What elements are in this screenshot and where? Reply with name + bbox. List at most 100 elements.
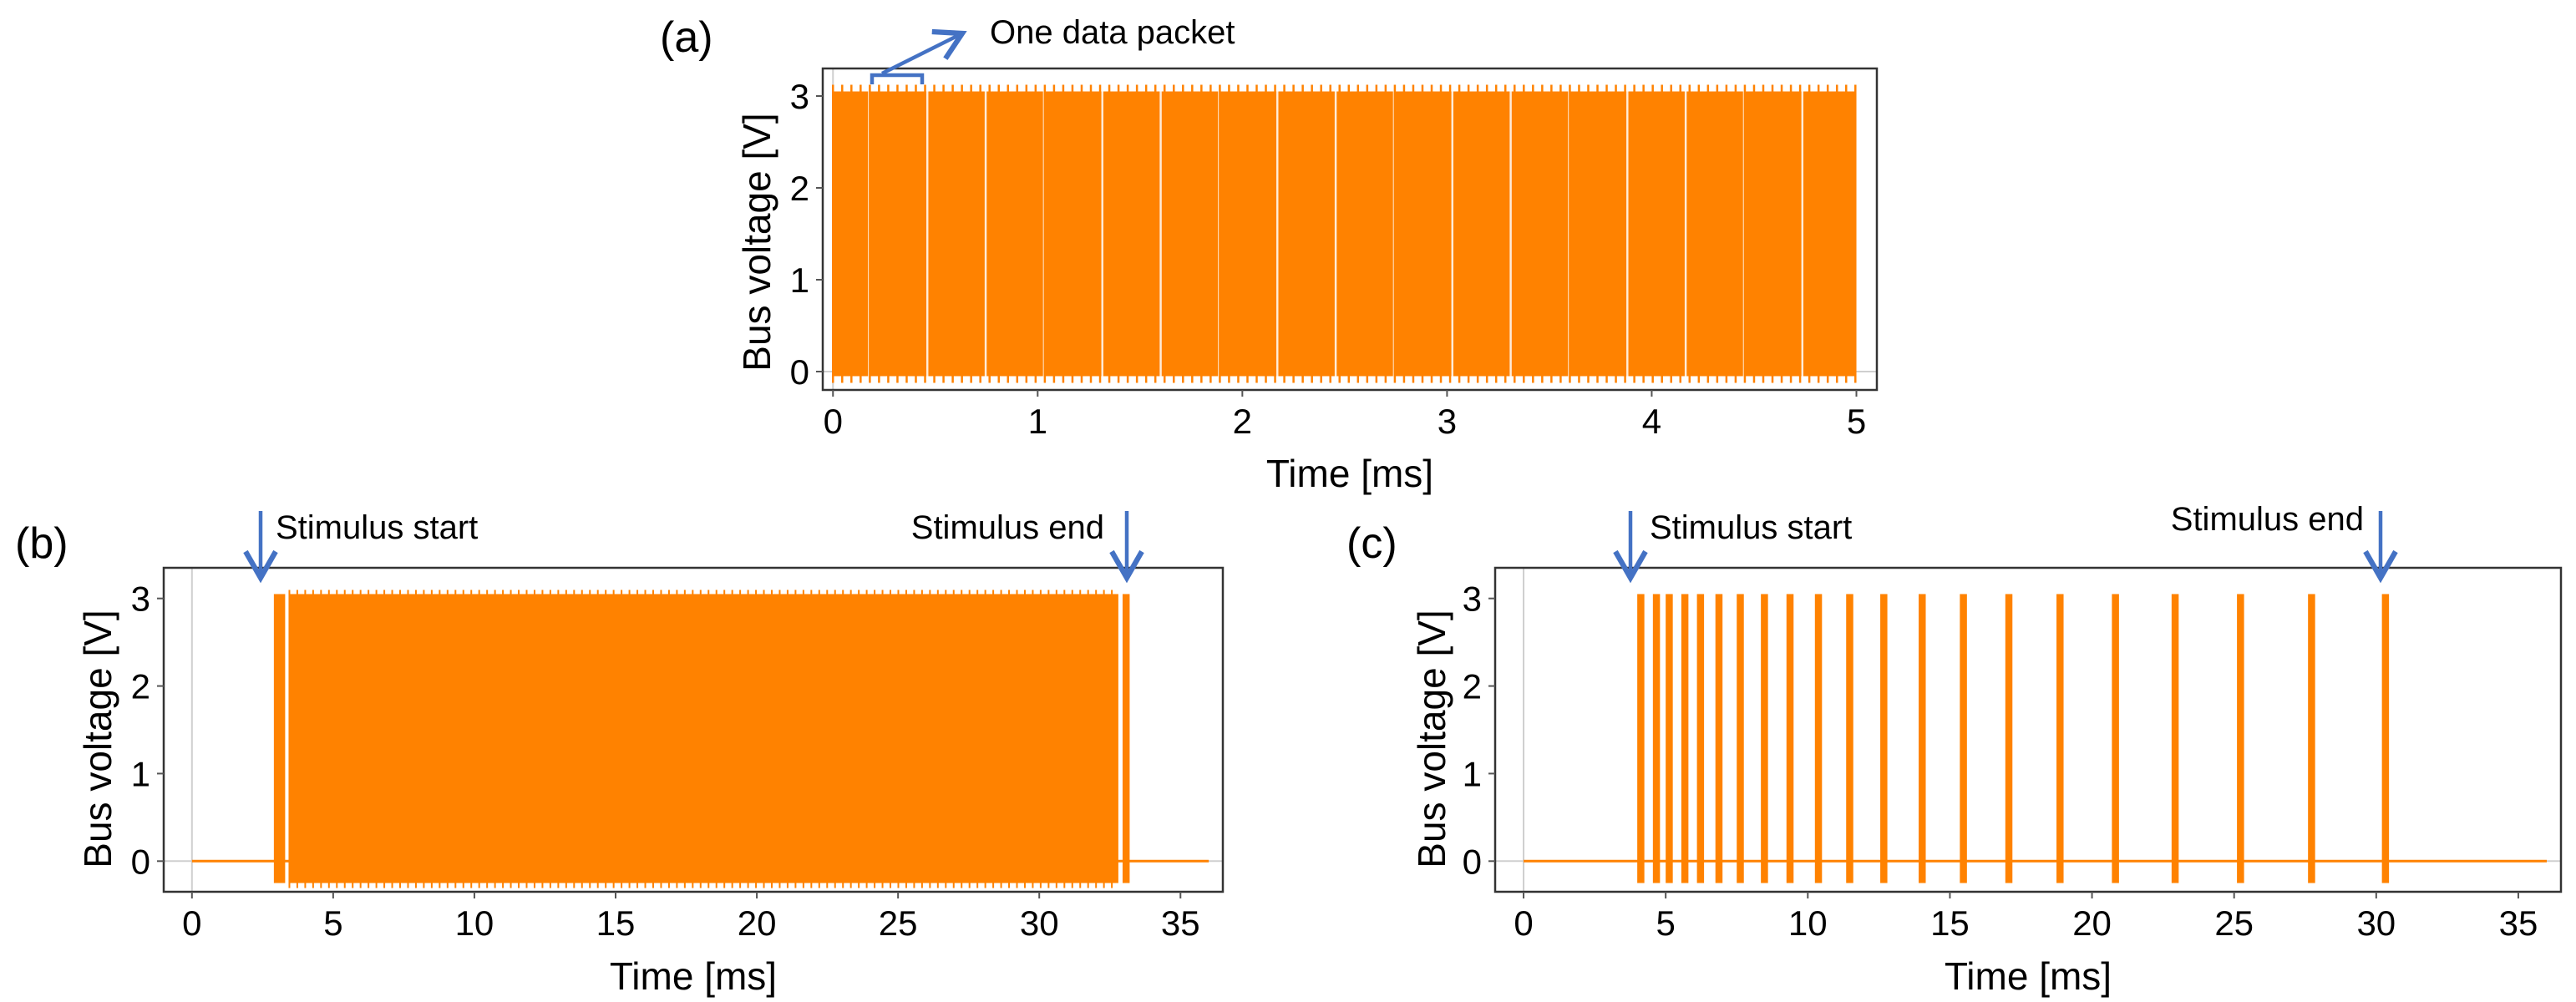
panel-a-label: (a) <box>660 13 713 62</box>
panel-a-packet-gap <box>984 90 987 377</box>
panel-a-y-axis-title: Bus voltage [V] <box>735 113 778 371</box>
panel-c-x-tick-label: 25 <box>2214 903 2254 943</box>
data-packet-bracket <box>870 73 925 84</box>
panel-c-burst <box>1637 594 1645 883</box>
stimulus-end-label-c: Stimulus end <box>2171 501 2364 538</box>
panel-c-burst <box>2237 594 2244 883</box>
panel-b-x-tick-label: 35 <box>1161 903 1200 943</box>
panel-a-x-axis: 0 1 2 3 4 5 <box>824 390 1866 441</box>
panel-c-burst <box>1918 594 1926 883</box>
panel-b-x-tick-label: 15 <box>596 903 636 943</box>
panel-c-burst <box>1652 594 1661 883</box>
panel-b-annotations: Stimulus start Stimulus end <box>243 509 1144 584</box>
data-packet-arrow <box>880 28 967 76</box>
panel-a-plot-area <box>821 67 1879 392</box>
panel-a-packet-gap <box>1509 90 1512 377</box>
panel-c-y-axis: 0 1 2 3 <box>1463 579 1495 881</box>
panel-c-burst <box>1696 594 1705 883</box>
panel-b-y-axis: 0 1 2 3 <box>131 579 164 881</box>
panel-b: (b) 0 5 10 15 20 25 30 35 0 1 2 3 Time [ms] Bus vo… <box>15 509 1225 998</box>
panel-c-x-tick-label: 20 <box>2072 903 2112 943</box>
panel-c-burst <box>1761 594 1768 883</box>
panel-a-packet-gap <box>1334 90 1337 377</box>
panel-c: (c) 0 5 10 15 20 25 30 35 0 1 2 3 Time [ms] Bus vo… <box>1346 501 2563 998</box>
panel-c-burst <box>1681 594 1689 883</box>
panel-c-burst <box>1715 594 1723 883</box>
panel-b-x-tick-label: 20 <box>738 903 777 943</box>
panel-c-x-axis: 0 5 10 15 20 25 30 35 <box>1514 892 2538 943</box>
panel-b-y-tick-label: 1 <box>131 754 150 793</box>
panel-a-y-tick-label: 0 <box>790 352 809 392</box>
panel-b-plot-area <box>162 566 1225 893</box>
panel-c-x-tick-label: 15 <box>1930 903 1970 943</box>
panel-b-x-tick-label: 5 <box>323 903 342 943</box>
panel-a-packet-gap <box>925 90 929 377</box>
panel-b-y-tick-label: 3 <box>131 579 150 619</box>
panel-c-x-tick-label: 35 <box>2499 903 2538 943</box>
panel-c-burst <box>2112 594 2119 883</box>
panel-a-x-tick-label: 1 <box>1028 402 1047 441</box>
panel-a-x-tick-label: 2 <box>1233 402 1252 441</box>
panel-a-packet-gap <box>1451 90 1453 377</box>
panel-c-burst <box>1737 594 1744 883</box>
panel-a-signal <box>823 68 1877 390</box>
panel-c-burst <box>1846 594 1853 883</box>
panel-a-packet-gap <box>1684 90 1687 377</box>
panel-c-y-tick-label: 2 <box>1463 667 1482 706</box>
panel-a-x-tick-label: 5 <box>1847 402 1866 441</box>
panel-c-plot-area <box>1493 566 2563 893</box>
panel-a-annotations: One data packet <box>870 14 1235 84</box>
panel-a-x-tick-label: 4 <box>1642 402 1661 441</box>
panel-b-x-tick-label: 25 <box>879 903 918 943</box>
panel-c-x-tick-label: 10 <box>1788 903 1828 943</box>
panel-c-burst <box>1814 594 1823 883</box>
panel-c-burst <box>1880 594 1888 883</box>
panel-c-x-tick-label: 0 <box>1514 903 1533 943</box>
panel-b-burst <box>289 594 1118 883</box>
panel-c-burst <box>2171 594 2179 883</box>
panel-c-x-tick-label: 5 <box>1656 903 1675 943</box>
panel-b-y-tick-label: 0 <box>131 842 150 881</box>
panel-b-y-tick-label: 2 <box>131 667 150 706</box>
panel-b-burst <box>273 594 286 883</box>
panel-b-signal <box>164 568 1223 892</box>
panel-a-y-tick-label: 1 <box>790 261 809 300</box>
panel-c-burst <box>2308 594 2315 883</box>
panel-a-packet-gap <box>1801 90 1804 377</box>
panel-b-x-tick-label: 0 <box>182 903 201 943</box>
panel-b-label: (b) <box>15 519 68 568</box>
stimulus-start-label-b: Stimulus start <box>276 509 478 546</box>
panel-a-packet-gap <box>1626 90 1629 377</box>
panel-b-y-axis-title: Bus voltage [V] <box>76 610 119 868</box>
panel-b-x-tick-label: 30 <box>1020 903 1059 943</box>
panel-a-x-tick-label: 3 <box>1438 402 1457 441</box>
panel-c-label: (c) <box>1346 519 1397 568</box>
panel-a-x-tick-label: 0 <box>824 402 843 441</box>
panel-b-burst <box>1122 594 1130 883</box>
panel-a-packet-gap <box>1159 90 1162 377</box>
panel-c-annotations: Stimulus start Stimulus end <box>1613 501 2398 584</box>
panel-c-signal <box>1495 568 2561 892</box>
panel-c-x-axis-title: Time [ms] <box>1945 954 2112 998</box>
panel-c-y-axis-title: Bus voltage [V] <box>1410 610 1453 868</box>
panel-c-burst <box>1960 594 1967 883</box>
panel-b-x-axis: 0 5 10 15 20 25 30 35 <box>182 892 1200 943</box>
panel-c-y-tick-label: 0 <box>1463 842 1482 881</box>
panel-c-x-tick-label: 30 <box>2356 903 2396 943</box>
panel-a-y-tick-label: 3 <box>790 77 809 116</box>
panel-a: (a) 0 1 2 3 4 5 0 1 2 3 Time [ms] Bus voltage [V… <box>660 13 1879 495</box>
data-packet-label: One data packet <box>990 14 1235 51</box>
panel-c-y-tick-label: 3 <box>1463 579 1482 619</box>
panel-c-y-tick-label: 1 <box>1463 754 1482 793</box>
panel-c-burst <box>2056 594 2064 883</box>
panel-c-burst <box>1786 594 1794 883</box>
panel-b-x-tick-label: 10 <box>455 903 494 943</box>
panel-a-y-tick-label: 2 <box>790 169 809 208</box>
stimulus-end-label-b: Stimulus end <box>911 509 1104 546</box>
panel-a-y-axis: 0 1 2 3 <box>790 77 823 392</box>
stimulus-start-label-c: Stimulus start <box>1650 509 1852 546</box>
panel-a-x-axis-title: Time [ms] <box>1266 452 1433 495</box>
panel-a-packet-gap <box>1101 90 1103 377</box>
panel-b-x-axis-title: Time [ms] <box>610 954 777 998</box>
